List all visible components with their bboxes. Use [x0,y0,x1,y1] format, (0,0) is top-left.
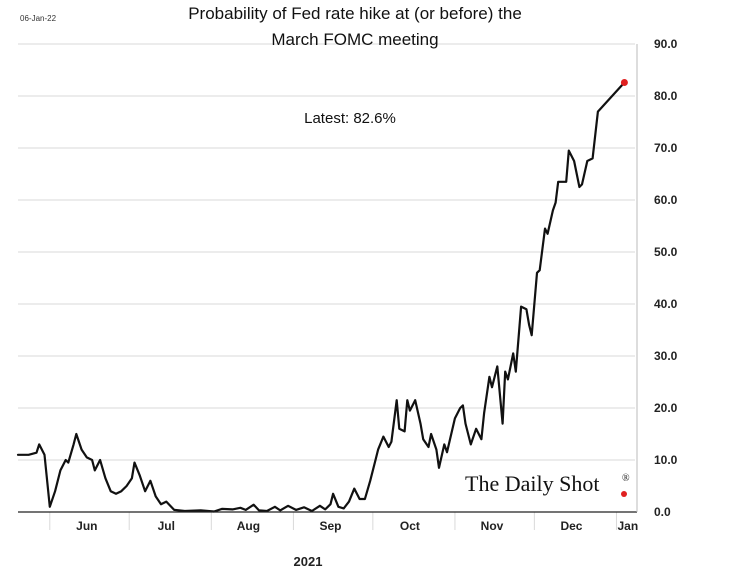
brand-mark: ® [622,473,630,484]
y-tick-label: 20.0 [654,401,678,415]
latest-point-marker [620,78,628,86]
y-tick-label: 60.0 [654,193,678,207]
x-tick-label: Sep [319,519,341,533]
y-tick-label: 80.0 [654,89,678,103]
x-tick-label: Dec [560,519,582,533]
x-tick-label: Aug [237,519,260,533]
y-tick-label: 0.0 [654,505,671,519]
y-tick-label: 90.0 [654,37,678,51]
grid [18,43,635,461]
brand-logo: The Daily Shot ® [465,471,630,496]
x-tick-label: Oct [400,519,420,533]
series-layer [16,78,628,513]
chart-title-line-1: Probability of Fed rate hike at (or befo… [188,4,522,23]
chart-title-line-2: March FOMC meeting [271,30,438,49]
latest-annotation: Latest: 82.6% [304,110,396,127]
y-tick-label: 50.0 [654,245,678,259]
x-tick-label: Jan [617,519,638,533]
date-stamp: 06-Jan-22 [20,14,57,23]
y-tick-label: 10.0 [654,453,678,467]
y-tick-labels: 0.0 10.0 20.0 30.0 40.0 50.0 60.0 70.0 80.0 90.0 [654,37,678,519]
brand-dot [621,491,627,497]
y-tick-label: 40.0 [654,297,678,311]
x-tick-labels: Jun Jul Aug Sep Oct Nov Dec Jan [76,519,638,533]
y-tick-label: 70.0 [654,141,678,155]
series-line [16,81,626,513]
x-tick-label: Jul [158,519,175,533]
x-tick-label: Nov [481,519,504,533]
year-label: 2021 [294,554,323,569]
axes [18,44,638,513]
y-tick-label: 30.0 [654,349,678,363]
x-dividers [49,512,617,530]
brand-name: The Daily Shot [465,471,599,496]
x-tick-label: Jun [76,519,97,533]
